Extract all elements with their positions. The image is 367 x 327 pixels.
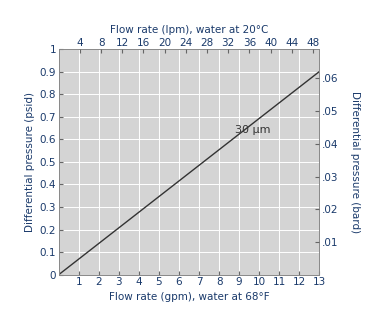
- Y-axis label: Differential pressure (psid): Differential pressure (psid): [25, 92, 35, 232]
- X-axis label: Flow rate (lpm), water at 20°C: Flow rate (lpm), water at 20°C: [110, 26, 268, 36]
- Y-axis label: Differential pressure (bard): Differential pressure (bard): [350, 91, 360, 233]
- X-axis label: Flow rate (gpm), water at 68°F: Flow rate (gpm), water at 68°F: [109, 292, 269, 301]
- Text: 30 μm: 30 μm: [235, 125, 270, 134]
